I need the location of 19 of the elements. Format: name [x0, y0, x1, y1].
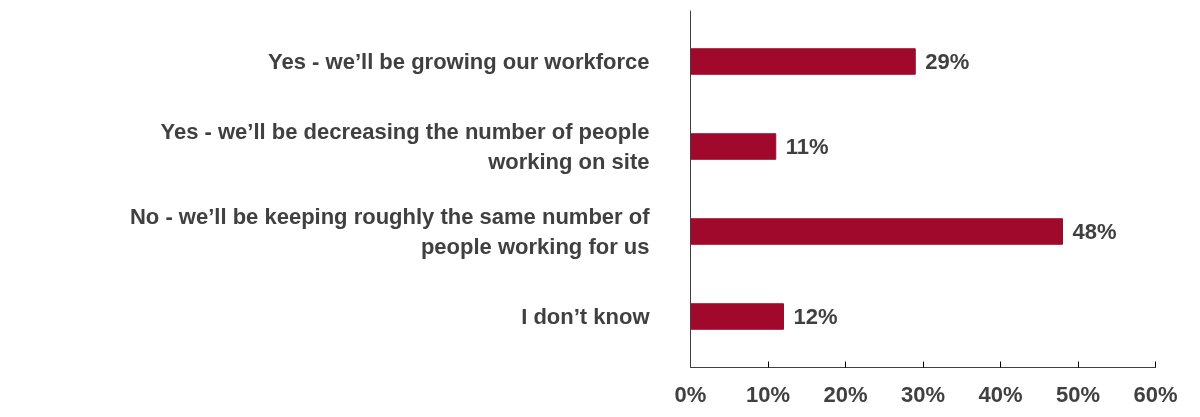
- y-tick-label: Yes - we’ll be decreasing the number of people working on site: [160, 119, 650, 174]
- data-label: 29%: [925, 49, 970, 74]
- y-tick-label: I don’t know: [521, 304, 651, 329]
- y-tick-label: No - we’ll be keeping roughly the same number of people working for us: [129, 204, 651, 259]
- x-tick-label: 30%: [900, 381, 946, 407]
- x-tick-label: 60%: [1133, 381, 1178, 407]
- bar: [690, 303, 784, 330]
- data-label: 48%: [1072, 219, 1117, 244]
- x-tick-label: 50%: [1055, 381, 1101, 407]
- bar: [690, 133, 777, 160]
- x-tick-label: 10%: [745, 381, 791, 407]
- x-tick-label: 0%: [674, 381, 707, 407]
- bar: [690, 218, 1063, 245]
- bar: [690, 48, 916, 75]
- x-tick-label: 20%: [823, 381, 868, 407]
- data-label: 12%: [793, 304, 838, 329]
- x-tick-label: 40%: [978, 381, 1023, 407]
- y-tick-label: Yes - we’ll be growing our workforce: [268, 49, 650, 74]
- data-label: 11%: [785, 134, 829, 159]
